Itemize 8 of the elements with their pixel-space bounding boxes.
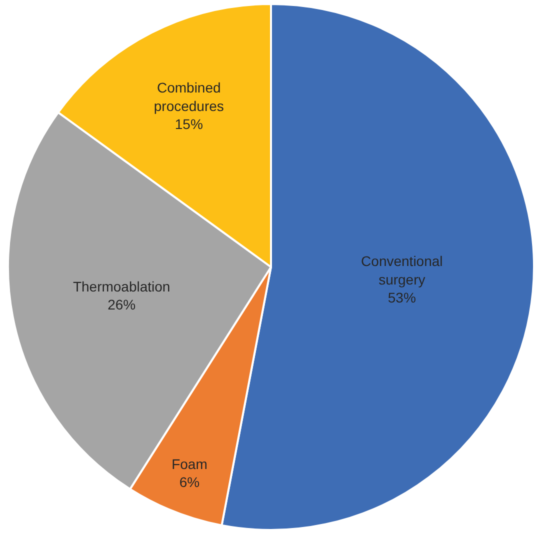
- data-label: 15%: [174, 116, 203, 132]
- data-label: 6%: [179, 474, 200, 490]
- data-label: 26%: [108, 296, 136, 313]
- slice-label: Foam: [172, 456, 208, 472]
- slice-label: Thermoablation: [72, 278, 170, 294]
- slice-label: Combined procedures: [154, 80, 224, 114]
- data-label: 53%: [388, 290, 416, 306]
- slice-label: Conventional surgery: [361, 253, 443, 288]
